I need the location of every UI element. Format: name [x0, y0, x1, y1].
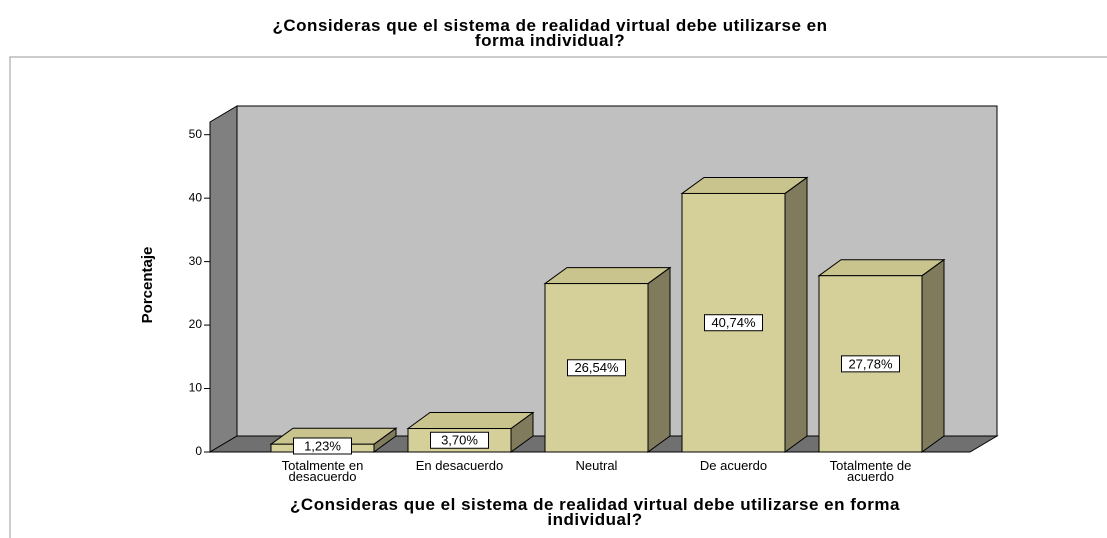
frame: [9, 56, 1107, 538]
bar-side: [647, 266, 671, 453]
x-tick-label: Totalmente de acuerdo: [829, 458, 912, 484]
bar-top: [543, 267, 672, 285]
bar-top: [406, 412, 535, 430]
x-tick-label: Neutral: [575, 458, 618, 473]
y-tick-label: 10: [189, 381, 203, 395]
value-label: 27,78%: [848, 356, 893, 371]
value-label-box: [704, 314, 763, 332]
value-label: 26,54%: [574, 360, 619, 375]
y-axis-label: Porcentaje: [139, 247, 156, 324]
value-label-box: [841, 355, 900, 373]
value-label: 40,74%: [711, 315, 756, 330]
y-tick-label: 20: [189, 317, 203, 331]
left-wall: [209, 105, 238, 453]
bar-top: [817, 259, 946, 277]
y-tick-label: 50: [189, 127, 203, 141]
bar-top: [680, 176, 809, 194]
chart-title: ¿Consideras que el sistema de realidad v…: [272, 16, 828, 50]
y-tick-label: 30: [189, 254, 203, 268]
x-tick-label: Totalmente en desacuerdo: [281, 458, 364, 484]
value-label: 1,23%: [304, 438, 341, 453]
x-tick-label: De acuerdo: [699, 458, 768, 473]
x-axis-label: ¿Consideras que el sistema de realidad v…: [290, 495, 900, 529]
y-tick-label: 40: [189, 190, 203, 204]
bar-side: [784, 176, 808, 453]
y-tick-label: 0: [195, 444, 202, 458]
value-label-box: [567, 359, 626, 377]
x-tick-label: En desacuerdo: [415, 458, 504, 473]
value-label-box: [430, 431, 489, 449]
value-label: 3,70%: [441, 433, 478, 448]
bar-side: [921, 258, 945, 453]
value-label-box: [293, 437, 352, 455]
